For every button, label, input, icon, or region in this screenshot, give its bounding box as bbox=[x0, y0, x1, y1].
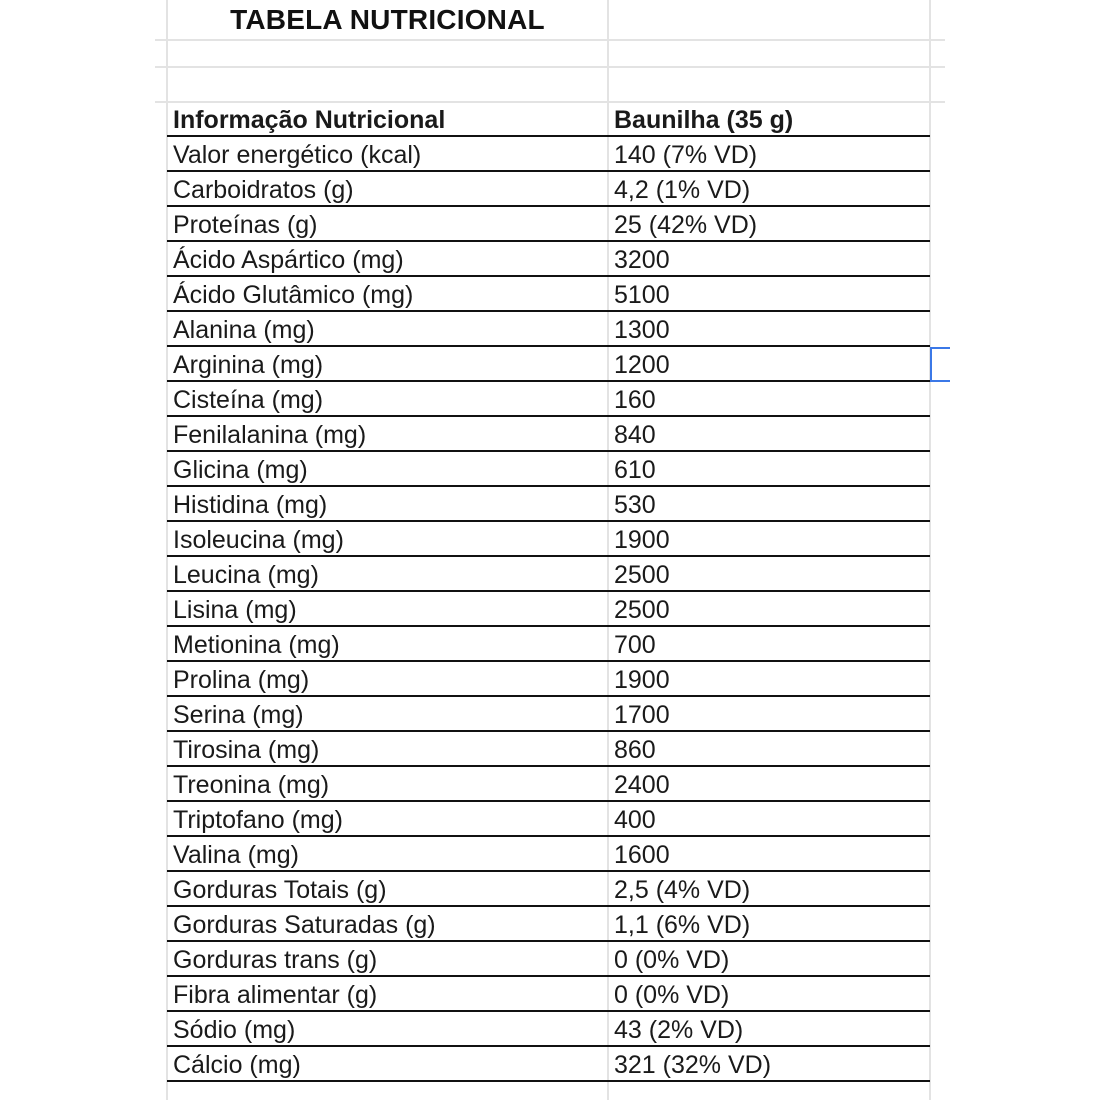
nutrient-name-cell[interactable]: Prolina (mg) bbox=[173, 666, 310, 694]
table-row: Valor energético (kcal) 140 (7% VD) bbox=[167, 137, 930, 172]
header-row: Informação Nutricional Baunilha (35 g) bbox=[167, 102, 930, 137]
nutrient-value-cell[interactable]: 840 bbox=[614, 421, 656, 449]
nutrient-name-cell[interactable]: Proteínas (g) bbox=[173, 211, 318, 239]
nutrient-value-cell[interactable]: 140 (7% VD) bbox=[614, 141, 758, 169]
table-row: Histidina (mg) 530 bbox=[167, 487, 930, 522]
table-row: Ácido Glutâmico (mg) 5100 bbox=[167, 277, 930, 312]
nutrient-name-cell[interactable]: Ácido Aspártico (mg) bbox=[173, 246, 404, 274]
nutrient-name-cell[interactable]: Treonina (mg) bbox=[173, 771, 330, 799]
table-row: Isoleucina (mg) 1900 bbox=[167, 522, 930, 557]
header-cell-baunilha[interactable]: Baunilha (35 g) bbox=[614, 106, 794, 134]
gridline bbox=[166, 0, 168, 1100]
nutrient-name-cell[interactable]: Cálcio (mg) bbox=[173, 1051, 301, 1079]
nutrient-value-cell[interactable]: 2400 bbox=[614, 771, 670, 799]
nutrient-name-cell[interactable]: Cisteína (mg) bbox=[173, 386, 324, 414]
table-row: Lisina (mg) 2500 bbox=[167, 592, 930, 627]
table-row: Treonina (mg) 2400 bbox=[167, 767, 930, 802]
gridline bbox=[929, 0, 931, 1100]
table-row: Sódio (mg) 43 (2% VD) bbox=[167, 1012, 930, 1047]
nutrient-value-cell[interactable]: 0 (0% VD) bbox=[614, 946, 730, 974]
nutrient-name-cell[interactable]: Metionina (mg) bbox=[173, 631, 340, 659]
nutrient-name-cell[interactable]: Isoleucina (mg) bbox=[173, 526, 344, 554]
table-row: Metionina (mg) 700 bbox=[167, 627, 930, 662]
table-row: Prolina (mg) 1900 bbox=[167, 662, 930, 697]
nutrient-value-cell[interactable]: 2500 bbox=[614, 596, 670, 624]
nutrient-name-cell[interactable]: Arginina (mg) bbox=[173, 351, 324, 379]
nutrient-name-cell[interactable]: Carboidratos (g) bbox=[173, 176, 354, 204]
table-row: Alanina (mg) 1300 bbox=[167, 312, 930, 347]
nutrient-value-cell[interactable]: 1900 bbox=[614, 526, 670, 554]
nutrient-value-cell[interactable]: 2500 bbox=[614, 561, 670, 589]
nutrient-name-cell[interactable]: Sódio (mg) bbox=[173, 1016, 296, 1044]
nutrient-value-cell[interactable]: 1,1 (6% VD) bbox=[614, 911, 751, 939]
nutrient-value-cell[interactable]: 530 bbox=[614, 491, 656, 519]
table-row: Fenilalanina (mg) 840 bbox=[167, 417, 930, 452]
table-row: Glicina (mg) 610 bbox=[167, 452, 930, 487]
table-row: Carboidratos (g) 4,2 (1% VD) bbox=[167, 172, 930, 207]
nutrient-value-cell[interactable]: 43 (2% VD) bbox=[614, 1016, 744, 1044]
nutrient-value-cell[interactable]: 3200 bbox=[614, 246, 670, 274]
table-row: Valina (mg) 1600 bbox=[167, 837, 930, 872]
nutrient-value-cell[interactable]: 610 bbox=[614, 456, 656, 484]
nutrient-name-cell[interactable]: Histidina (mg) bbox=[173, 491, 328, 519]
table-row: Gorduras Saturadas (g) 1,1 (6% VD) bbox=[167, 907, 930, 942]
nutrient-value-cell[interactable]: 860 bbox=[614, 736, 656, 764]
nutrient-name-cell[interactable]: Ácido Glutâmico (mg) bbox=[173, 281, 414, 309]
nutrient-name-cell[interactable]: Leucina (mg) bbox=[173, 561, 319, 589]
table-row: Leucina (mg) 2500 bbox=[167, 557, 930, 592]
nutrient-value-cell[interactable]: 4,2 (1% VD) bbox=[614, 176, 751, 204]
nutrient-name-cell[interactable]: Serina (mg) bbox=[173, 701, 304, 729]
nutrient-name-cell[interactable]: Fenilalanina (mg) bbox=[173, 421, 367, 449]
nutrient-value-cell[interactable]: 321 (32% VD) bbox=[614, 1051, 772, 1079]
table-row: Cálcio (mg) 321 (32% VD) bbox=[167, 1047, 930, 1082]
selected-cell[interactable] bbox=[930, 347, 950, 382]
sheet-title[interactable]: TABELA NUTRICIONAL bbox=[230, 4, 545, 35]
nutrient-value-cell[interactable]: 1200 bbox=[614, 351, 670, 379]
nutrient-name-cell[interactable]: Gorduras Totais (g) bbox=[173, 876, 387, 904]
gridline bbox=[155, 66, 945, 68]
nutrient-value-cell[interactable]: 1700 bbox=[614, 701, 670, 729]
nutrient-value-cell[interactable]: 25 (42% VD) bbox=[614, 211, 758, 239]
nutrient-value-cell[interactable]: 0 (0% VD) bbox=[614, 981, 730, 1009]
gridline bbox=[155, 101, 945, 103]
table-row: Gorduras trans (g) 0 (0% VD) bbox=[167, 942, 930, 977]
nutrient-name-cell[interactable]: Tirosina (mg) bbox=[173, 736, 320, 764]
table-row: Cisteína (mg) 160 bbox=[167, 382, 930, 417]
nutrient-value-cell[interactable]: 160 bbox=[614, 386, 656, 414]
nutrient-name-cell[interactable]: Lisina (mg) bbox=[173, 596, 297, 624]
nutrient-value-cell[interactable]: 400 bbox=[614, 806, 656, 834]
table-row: Ácido Aspártico (mg) 3200 bbox=[167, 242, 930, 277]
nutrient-value-cell[interactable]: 2,5 (4% VD) bbox=[614, 876, 751, 904]
nutrient-value-cell[interactable]: 700 bbox=[614, 631, 656, 659]
table-row: Triptofano (mg) 400 bbox=[167, 802, 930, 837]
nutrient-value-cell[interactable]: 1600 bbox=[614, 841, 670, 869]
nutrient-name-cell[interactable]: Triptofano (mg) bbox=[173, 806, 343, 834]
table-row: Gorduras Totais (g) 2,5 (4% VD) bbox=[167, 872, 930, 907]
nutrient-name-cell[interactable]: Valina (mg) bbox=[173, 841, 299, 869]
nutrient-name-cell[interactable]: Valor energético (kcal) bbox=[173, 141, 422, 169]
table-row: Proteínas (g) 25 (42% VD) bbox=[167, 207, 930, 242]
gridline bbox=[607, 0, 609, 1100]
table-row: Serina (mg) 1700 bbox=[167, 697, 930, 732]
nutrient-name-cell[interactable]: Glicina (mg) bbox=[173, 456, 308, 484]
nutrient-name-cell[interactable]: Gorduras Saturadas (g) bbox=[173, 911, 436, 939]
table-row: Fibra alimentar (g) 0 (0% VD) bbox=[167, 977, 930, 1012]
nutrient-value-cell[interactable]: 5100 bbox=[614, 281, 670, 309]
gridline bbox=[155, 39, 945, 41]
nutrient-value-cell[interactable]: 1900 bbox=[614, 666, 670, 694]
nutrient-name-cell[interactable]: Gorduras trans (g) bbox=[173, 946, 378, 974]
table-row: Tirosina (mg) 860 bbox=[167, 732, 930, 767]
nutrient-name-cell[interactable]: Alanina (mg) bbox=[173, 316, 315, 344]
table-row: Arginina (mg) 1200 bbox=[167, 347, 930, 382]
header-cell-info[interactable]: Informação Nutricional bbox=[173, 106, 446, 134]
nutrient-value-cell[interactable]: 1300 bbox=[614, 316, 670, 344]
nutrient-name-cell[interactable]: Fibra alimentar (g) bbox=[173, 981, 378, 1009]
